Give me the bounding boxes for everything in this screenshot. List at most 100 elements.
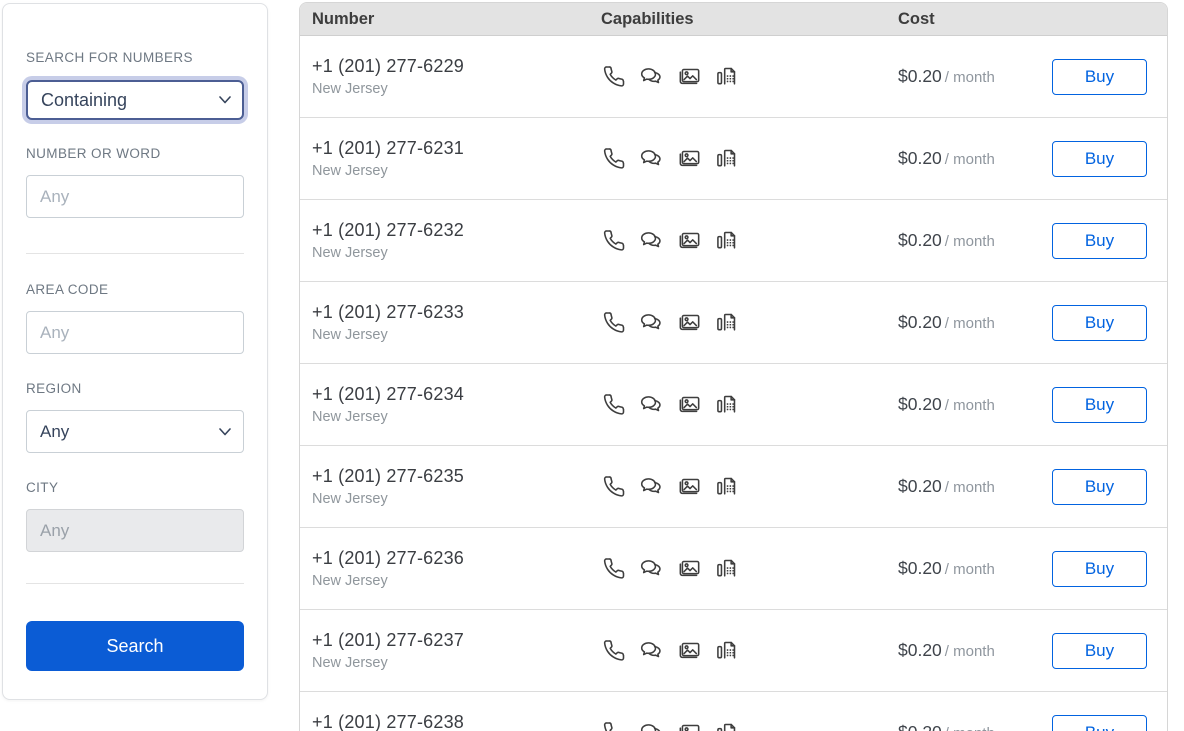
price: $0.20 <box>898 230 942 250</box>
phone-number: +1 (201) 277-6237 <box>312 630 465 650</box>
buy-button[interactable]: Buy <box>1052 632 1147 669</box>
number-or-word-label: NUMBER OR WORD <box>26 146 161 161</box>
voice-phone-icon <box>603 476 625 497</box>
mms-image-icon <box>679 560 700 577</box>
sms-chat-icon <box>640 478 661 494</box>
number-cell: +1 (201) 277-6237 New Jersey <box>312 630 601 671</box>
region-name: New Jersey <box>312 163 388 179</box>
buy-cell: Buy <box>1052 468 1147 505</box>
region-name: New Jersey <box>312 409 388 425</box>
sidebar-divider <box>26 583 244 584</box>
fax-icon <box>717 559 736 577</box>
phone-number: +1 (201) 277-6233 <box>312 302 465 322</box>
cost-cell: $0.20/ month <box>898 394 1052 415</box>
price-period: / month <box>944 561 995 578</box>
voice-phone-icon <box>603 394 625 415</box>
price: $0.20 <box>898 722 942 731</box>
number-cell: +1 (201) 277-6231 New Jersey <box>312 138 601 179</box>
sms-chat-icon <box>640 642 661 658</box>
phone-number: +1 (201) 277-6234 <box>312 384 465 404</box>
price-period: / month <box>945 725 995 731</box>
fax-icon <box>717 395 736 413</box>
voice-phone-icon <box>603 148 625 169</box>
price: $0.20 <box>898 312 942 332</box>
fax-icon <box>717 723 736 731</box>
buy-button[interactable]: Buy <box>1052 550 1147 587</box>
sms-chat-icon <box>640 396 661 412</box>
buy-button[interactable]: Buy <box>1052 386 1147 423</box>
price-period: / month <box>944 233 995 250</box>
table-row: +1 (201) 277-6229 New Jersey <box>300 36 1167 118</box>
number-or-word-input[interactable] <box>26 175 244 218</box>
region-label: REGION <box>26 381 82 396</box>
number-cell: +1 (201) 277-6236 New Jersey <box>312 548 601 589</box>
match-type-select-wrap: Containing <box>26 80 244 120</box>
number-cell: +1 (201) 277-6234 New Jersey <box>312 384 601 425</box>
price: $0.20 <box>898 558 942 578</box>
number-cell: +1 (201) 277-6235 New Jersey <box>312 466 601 507</box>
buy-button[interactable]: Buy <box>1052 222 1147 259</box>
price: $0.20 <box>898 476 942 496</box>
buy-cell: Buy <box>1052 222 1147 259</box>
buy-button[interactable]: Buy <box>1052 714 1147 731</box>
cost-cell: $0.20/ month <box>898 558 1052 579</box>
cost-cell: $0.20/ month <box>898 722 1052 731</box>
table-row: +1 (201) 277-6231 New Jersey <box>300 118 1167 200</box>
buy-button[interactable]: Buy <box>1052 304 1147 341</box>
price-period: / month <box>944 643 995 660</box>
buy-button[interactable]: Buy <box>1052 468 1147 505</box>
phone-number: +1 (201) 277-6231 <box>312 138 465 158</box>
results-body: +1 (201) 277-6229 New Jersey <box>300 36 1167 731</box>
region-select[interactable]: Any <box>26 410 244 453</box>
fax-icon <box>717 67 736 85</box>
cost-column-header: Cost <box>898 9 935 28</box>
capabilities-cell <box>601 146 898 171</box>
match-type-select[interactable]: Containing <box>26 80 244 120</box>
number-cell: +1 (201) 277-6229 New Jersey <box>312 56 601 97</box>
voice-phone-icon <box>603 230 625 251</box>
mms-image-icon <box>679 232 700 249</box>
voice-phone-icon <box>603 558 625 579</box>
price: $0.20 <box>898 66 942 86</box>
price-period: / month <box>944 479 995 496</box>
search-button[interactable]: Search <box>26 621 244 671</box>
region-name: New Jersey <box>312 655 388 671</box>
buy-button[interactable]: Buy <box>1052 140 1147 177</box>
cost-cell: $0.20/ month <box>898 66 1052 87</box>
table-row: +1 (201) 277-6233 New Jersey <box>300 282 1167 364</box>
sms-chat-icon <box>640 232 661 248</box>
area-code-input[interactable] <box>26 311 244 354</box>
phone-number: +1 (201) 277-6236 <box>312 548 465 568</box>
price-period: / month <box>944 151 995 168</box>
sms-chat-icon <box>640 724 661 731</box>
region-name: New Jersey <box>312 491 388 507</box>
capabilities-cell <box>601 64 898 89</box>
region-name: New Jersey <box>312 573 388 589</box>
phone-number: +1 (201) 277-6235 <box>312 466 465 486</box>
mms-image-icon <box>679 642 700 659</box>
table-row: +1 (201) 277-6236 New Jersey <box>300 528 1167 610</box>
capabilities-cell <box>601 556 898 581</box>
mms-image-icon <box>679 68 700 85</box>
mms-image-icon <box>679 724 700 731</box>
capabilities-column-header: Capabilities <box>601 9 694 28</box>
buy-button[interactable]: Buy <box>1052 58 1147 95</box>
price-period: / month <box>944 397 995 414</box>
mms-image-icon <box>679 478 700 495</box>
sidebar-divider <box>26 253 244 254</box>
number-cell: +1 (201) 277-6232 New Jersey <box>312 220 601 261</box>
number-search-results: Number Capabilities Cost +1 (201) 277-62… <box>299 2 1168 731</box>
price-period: / month <box>944 315 995 332</box>
buy-cell: Buy <box>1052 632 1147 669</box>
voice-phone-icon <box>603 722 613 731</box>
capabilities-cell <box>601 638 898 663</box>
capabilities-cell <box>601 474 898 499</box>
capabilities-cell <box>601 392 898 417</box>
results-header-row: Number Capabilities Cost <box>300 3 1167 36</box>
phone-number: +1 (201) 277-6229 <box>312 56 465 76</box>
region-select-wrap: Any <box>26 410 244 453</box>
capabilities-cell <box>601 228 898 253</box>
region-name: New Jersey <box>312 245 388 261</box>
voice-phone-icon <box>603 66 625 87</box>
region-name: New Jersey <box>312 81 388 97</box>
